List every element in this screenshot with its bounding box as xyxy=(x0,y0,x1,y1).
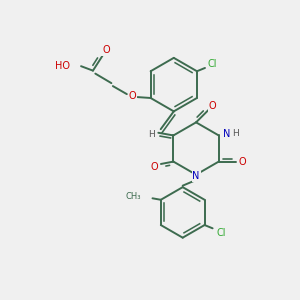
Text: O: O xyxy=(238,157,246,166)
Text: H: H xyxy=(232,130,238,139)
Text: Cl: Cl xyxy=(216,228,226,238)
Text: CH₃: CH₃ xyxy=(126,192,141,201)
Text: O: O xyxy=(209,101,217,111)
Text: O: O xyxy=(128,91,136,100)
Text: O: O xyxy=(102,45,110,56)
Text: H: H xyxy=(148,130,155,139)
Text: Cl: Cl xyxy=(208,59,218,69)
Text: O: O xyxy=(151,162,158,172)
Text: N: N xyxy=(192,171,200,181)
Text: HO: HO xyxy=(55,61,70,71)
Text: N: N xyxy=(224,129,231,139)
